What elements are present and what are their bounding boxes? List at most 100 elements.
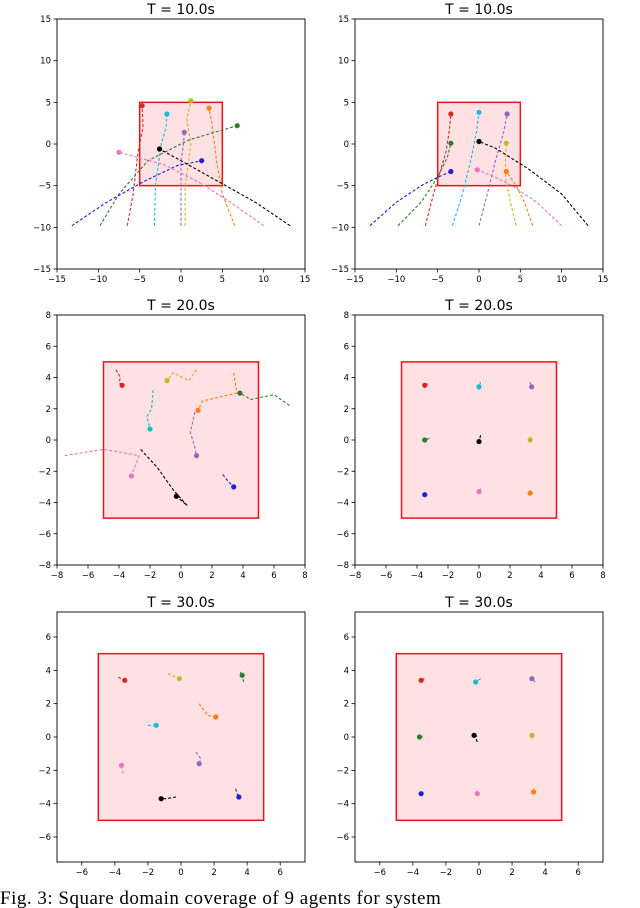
y-tick-label: 0	[344, 733, 349, 743]
agent-position-7	[199, 158, 205, 164]
agent-position-8	[158, 796, 164, 802]
agent-position-1	[122, 677, 128, 683]
y-tick-label: −6	[336, 833, 349, 843]
agent-trajectory-5	[208, 108, 236, 226]
y-tick-label: −6	[336, 530, 349, 540]
agent-position-2	[476, 384, 482, 390]
panel-title: T = 30.0s	[146, 595, 215, 611]
x-tick-label: 10	[556, 275, 567, 285]
x-tick-label: −8	[349, 571, 362, 581]
agent-trajectory-8	[118, 151, 265, 227]
y-tick-label: −4	[336, 800, 349, 810]
y-tick-label: 8	[46, 311, 51, 321]
x-tick-label: −5	[431, 275, 444, 285]
x-tick-label: 0	[476, 868, 481, 878]
x-tick-label: −2	[142, 868, 155, 878]
x-tick-label: 15	[598, 275, 609, 285]
y-tick-label: 10	[338, 57, 349, 67]
agent-position-2	[473, 679, 479, 685]
y-tick-label: −10	[331, 223, 349, 233]
y-tick-label: 6	[46, 342, 51, 352]
x-tick-label: −10	[387, 275, 405, 285]
panel-3: −8 −6 −4 −2 0 2 4 6 8 −8 −6 −4 −2 0 2 4 6 8 T = 20.0s	[38, 298, 307, 581]
y-tick-label: 0	[344, 436, 349, 446]
x-tick-label: −10	[89, 275, 107, 285]
agent-position-1	[448, 111, 454, 117]
y-tick-label: 2	[46, 700, 51, 710]
x-tick-label: −6	[82, 571, 95, 581]
x-tick-label: 10	[258, 275, 269, 285]
agent-position-4	[416, 734, 423, 740]
agent-trajectory-9	[222, 474, 235, 488]
x-tick-label: 0	[476, 571, 481, 581]
panel-title: T = 30.0s	[444, 595, 513, 611]
agent-position-5	[213, 714, 219, 720]
y-tick-label: 5	[46, 98, 51, 108]
x-tick-label: −4	[109, 868, 122, 878]
agent-position-8	[173, 493, 179, 499]
x-tick-label: −2	[442, 571, 455, 581]
x-tick-label: 0	[178, 868, 183, 878]
x-tick-label: 0	[178, 571, 183, 581]
agent-position-3	[147, 426, 153, 432]
agent-position-6	[503, 140, 509, 146]
agent-trajectory-1	[126, 105, 144, 226]
y-tick-label: −4	[336, 499, 349, 509]
x-tick-label: 4	[538, 571, 543, 581]
y-tick-label: −6	[38, 833, 51, 843]
y-tick-label: 15	[40, 15, 51, 25]
y-tick-label: 4	[344, 374, 349, 384]
agent-position-9	[530, 789, 537, 795]
y-tick-label: −4	[38, 499, 51, 509]
y-tick-label: 0	[46, 436, 51, 446]
agent-position-3	[504, 111, 510, 117]
agent-position-1	[418, 677, 424, 683]
panel-title: T = 10.0s	[444, 2, 513, 18]
agent-position-7	[118, 762, 125, 768]
agent-trajectory-3	[184, 100, 192, 226]
y-tick-label: −8	[38, 561, 51, 571]
agent-position-6	[193, 453, 200, 459]
x-tick-label: 6	[575, 868, 580, 878]
y-tick-label: 0	[46, 733, 51, 743]
domain-square	[102, 361, 260, 519]
agent-position-8	[476, 488, 482, 495]
agent-position-4	[153, 722, 159, 728]
agent-trajectory-4	[197, 372, 238, 411]
agent-position-2	[476, 109, 482, 115]
agent-position-2	[164, 111, 170, 117]
x-tick-label: −4	[411, 571, 424, 581]
y-tick-label: −4	[38, 800, 51, 810]
y-tick-label: 0	[344, 140, 349, 150]
y-tick-label: 15	[338, 15, 349, 25]
y-tick-label: 2	[344, 700, 349, 710]
agent-position-9	[527, 490, 533, 496]
x-tick-label: 5	[220, 275, 225, 285]
agent-position-4	[422, 437, 428, 443]
agent-trajectory-6	[504, 143, 517, 226]
agent-trajectory-6	[99, 125, 238, 226]
x-tick-label: 8	[600, 571, 605, 581]
x-tick-label: 2	[211, 868, 216, 878]
agent-trajectory-2	[451, 112, 480, 226]
y-tick-label: 4	[46, 666, 51, 676]
agent-position-9	[231, 484, 237, 490]
agent-position-5	[206, 105, 212, 111]
x-tick-label: −5	[133, 275, 146, 285]
agent-position-2	[164, 378, 170, 384]
agent-trajectory-8	[477, 169, 563, 227]
agent-position-6	[196, 761, 202, 767]
agent-position-9	[236, 794, 242, 800]
y-tick-label: 6	[46, 633, 51, 643]
y-tick-label: 10	[40, 57, 51, 67]
agent-position-3	[529, 384, 535, 390]
agent-trajectory-4	[397, 143, 452, 227]
agent-position-6	[527, 437, 533, 443]
agent-trajectory-7	[369, 170, 452, 227]
panel-2: −15 −10 −5 0 5 10 15 −15 −10 −5 0 5 10 15 T = 10.0s	[331, 2, 608, 285]
y-tick-label: −5	[336, 182, 349, 192]
agent-position-7	[422, 492, 428, 498]
y-tick-label: −2	[336, 766, 349, 776]
agent-position-1	[119, 382, 125, 388]
